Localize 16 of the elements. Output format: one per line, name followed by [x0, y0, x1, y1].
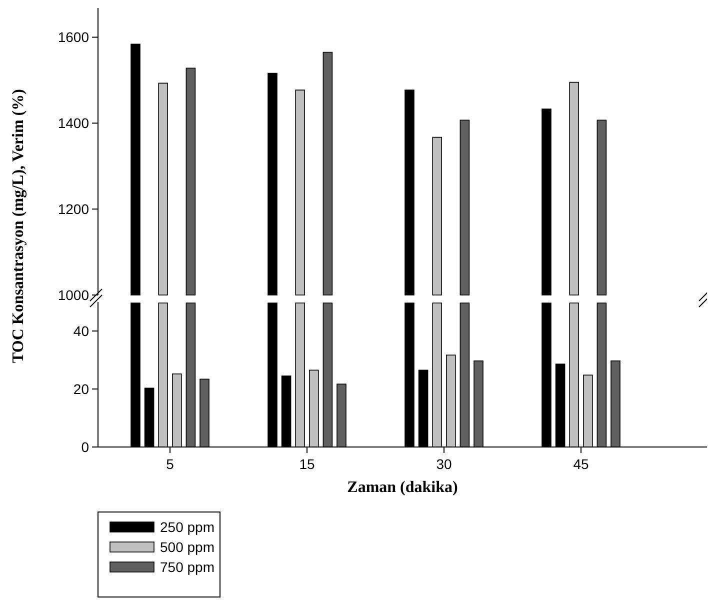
- y-axis-title: TOC Konsantrasyon (mg/L), Verim (%): [10, 89, 27, 363]
- y-tick-label: 1200: [58, 200, 90, 217]
- x-axis-title: Zaman (dakika): [347, 479, 458, 496]
- y-tick-label: 1000: [58, 286, 90, 303]
- x-tick-label: 45: [573, 456, 589, 472]
- y-tick-label: 1400: [58, 115, 90, 132]
- x-tick-label: 30: [436, 456, 452, 472]
- y-tick-label: 0: [81, 438, 90, 455]
- legend-label: 250 ppm: [160, 518, 214, 535]
- y-tick-label: 40: [73, 322, 90, 339]
- y-tick-label: 1600: [58, 29, 90, 46]
- y-tick-label: 20: [73, 380, 90, 397]
- legend-label: 750 ppm: [160, 558, 214, 575]
- legend-label: 500 ppm: [160, 538, 214, 555]
- x-tick-label: 15: [299, 456, 315, 472]
- x-tick-label: 5: [166, 456, 174, 472]
